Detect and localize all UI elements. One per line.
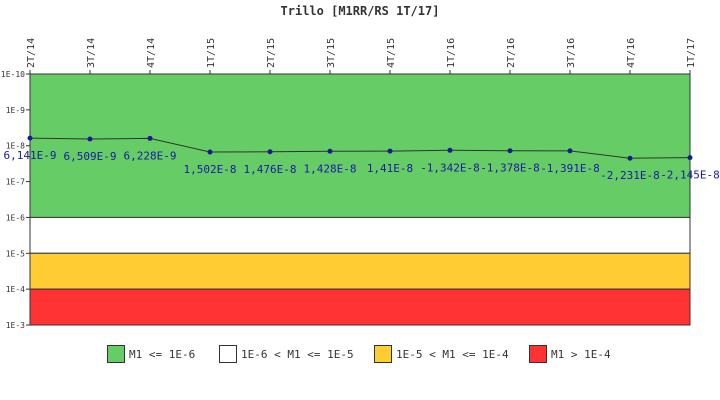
legend-swatch bbox=[107, 345, 125, 363]
band-0 bbox=[29, 73, 691, 218]
y-tick-label: 1E-5 bbox=[6, 249, 25, 258]
legend-item: 1E-5 < M1 <= 1E-4 bbox=[374, 343, 509, 365]
series-line bbox=[29, 137, 691, 159]
data-label: -1,342E-8 bbox=[420, 161, 480, 174]
x-tick-label: 4T/16 bbox=[626, 38, 637, 68]
legend-label: M1 > 1E-4 bbox=[551, 347, 611, 361]
y-tick-label: 1E-7 bbox=[6, 178, 25, 187]
y-tick-label: 1E-4 bbox=[6, 285, 25, 294]
data-point bbox=[267, 149, 273, 155]
chart-title: Trillo [M1RR/RS 1T/17] bbox=[281, 4, 440, 18]
data-point bbox=[87, 136, 93, 142]
legend-label: 1E-5 < M1 <= 1E-4 bbox=[396, 347, 509, 361]
data-label: 6,228E-9 bbox=[124, 149, 177, 162]
legend-item: M1 > 1E-4 bbox=[529, 343, 611, 365]
data-point bbox=[207, 149, 213, 155]
data-label: 1,476E-8 bbox=[244, 163, 297, 176]
data-point bbox=[567, 148, 573, 154]
data-point bbox=[387, 148, 393, 154]
x-tick-label: 1T/17 bbox=[686, 38, 697, 68]
legend-swatch bbox=[219, 345, 237, 363]
band-2 bbox=[29, 252, 691, 290]
data-point bbox=[327, 148, 333, 154]
data-label: -1,378E-8 bbox=[480, 162, 540, 175]
data-label: -1,391E-8 bbox=[540, 162, 600, 175]
x-tick-label: 2T/14 bbox=[26, 38, 37, 68]
y-tick-label: 1E-6 bbox=[6, 213, 25, 222]
y-tick-label: 1E-3 bbox=[6, 321, 25, 330]
x-tick-label: 1T/15 bbox=[206, 38, 217, 68]
data-point bbox=[447, 147, 453, 153]
y-tick-label: 1E-10 bbox=[1, 70, 25, 79]
x-tick-label: 3T/14 bbox=[86, 38, 97, 68]
data-label: -2,145E-8 bbox=[660, 169, 720, 182]
y-tick-label: 1E-8 bbox=[6, 142, 25, 151]
x-tick-label: 3T/16 bbox=[566, 38, 577, 68]
x-tick-label: 2T/16 bbox=[506, 38, 517, 68]
band-layer bbox=[29, 73, 691, 326]
legend-label: M1 <= 1E-6 bbox=[129, 347, 196, 361]
data-label: -2,231E-8 bbox=[600, 169, 660, 182]
y-tick-label: 1E-9 bbox=[6, 106, 25, 115]
y-axis: 1E-10 1E-9 1E-8 1E-7 1E-6 1E-5 1E-4 1E-3 bbox=[1, 70, 31, 330]
legend-swatch bbox=[529, 345, 547, 363]
band-1 bbox=[29, 216, 691, 254]
x-axis: 2T/14 3T/14 4T/14 1T/15 2T/15 3T/15 4T/15 1T/16… bbox=[26, 38, 697, 75]
data-point bbox=[147, 135, 153, 141]
data-point bbox=[27, 135, 33, 141]
x-tick-label: 3T/15 bbox=[326, 38, 337, 68]
legend-label: 1E-6 < M1 <= 1E-5 bbox=[241, 347, 354, 361]
data-point bbox=[507, 148, 513, 154]
data-label: 1,428E-8 bbox=[304, 162, 357, 175]
x-tick-label: 1T/16 bbox=[446, 38, 457, 68]
legend: M1 <= 1E-6 1E-6 < M1 <= 1E-5 1E-5 < M1 <= … bbox=[0, 343, 720, 367]
data-point bbox=[627, 155, 633, 161]
x-tick-label: 2T/15 bbox=[266, 38, 277, 68]
data-point bbox=[687, 155, 693, 161]
data-label: 1,41E-8 bbox=[367, 162, 413, 175]
data-label: 6,141E-9 bbox=[4, 149, 57, 162]
legend-item: 1E-6 < M1 <= 1E-5 bbox=[219, 343, 354, 365]
data-label: 6,509E-9 bbox=[64, 150, 117, 163]
x-tick-label: 4T/15 bbox=[386, 38, 397, 68]
band-3 bbox=[29, 288, 691, 326]
series-layer: 6,141E-9 6,509E-9 6,228E-9 1,502E-8 1,476E-8… bbox=[4, 135, 720, 182]
data-label: 1,502E-8 bbox=[184, 163, 237, 176]
legend-swatch bbox=[374, 345, 392, 363]
x-tick-label: 4T/14 bbox=[146, 38, 157, 68]
legend-item: M1 <= 1E-6 bbox=[107, 343, 195, 365]
